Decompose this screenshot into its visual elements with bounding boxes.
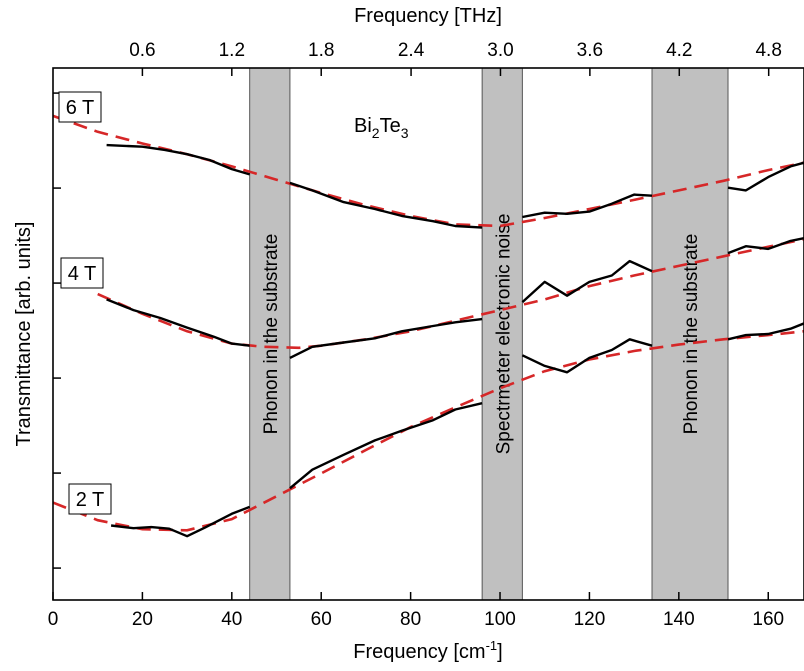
compound-sub-3: 3 (401, 125, 409, 141)
field-label-box-2 (68, 483, 112, 515)
x-tick-label-2: 40 (221, 609, 242, 630)
field-label-box-1 (60, 257, 104, 289)
x-tick-label-3: 60 (311, 609, 332, 630)
field-label-box-0 (58, 91, 102, 123)
data-curve-1-seg-0 (106, 298, 250, 347)
data-curve-0-seg-2 (522, 193, 653, 219)
top-tick-label-0: 0.6 (129, 40, 155, 61)
top-axis-title: Frequency [THz] (354, 5, 502, 27)
band-label-0: Phonon in the substrate (261, 234, 282, 435)
data-curve-0-seg-0 (106, 143, 251, 176)
axis-ticks: 0 20 40 60 80 100 120 140 160 0.6 1.2 1.8 2.4 3.0 3.6 4… (48, 40, 784, 630)
top-tick-label-4: 3.0 (487, 40, 513, 61)
fit-curve-0 (52, 114, 804, 228)
top-tick-label-2: 1.8 (308, 40, 334, 61)
x-axis-title-sup: -1 (486, 638, 498, 653)
shaded-band-1 (481, 67, 523, 601)
x-tick-label-5: 100 (484, 609, 516, 630)
compound-label: Bi2Te3 (354, 115, 409, 141)
x-tick-label-1: 20 (132, 609, 153, 630)
data-curve-2-seg-2 (521, 338, 653, 374)
data-curve-1-seg-1 (289, 317, 483, 359)
x-tick-label-6: 120 (574, 609, 606, 630)
y-axis-title: Transmittance [arb. units] (13, 222, 35, 447)
field-label-0: 6 T (66, 97, 95, 119)
x-axis-title-end: ] (497, 641, 503, 663)
shaded-bands: Phonon in the substrate Spectrmeter elect… (249, 67, 729, 601)
x-tick-label-7: 140 (663, 609, 695, 630)
top-tick-label-7: 4.8 (755, 40, 781, 61)
data-curve-0-seg-1 (289, 181, 483, 229)
data-curve-1-seg-3 (727, 237, 804, 255)
top-tick-label-5: 3.6 (577, 40, 603, 61)
band-label-1: Spectrmeter electronic noise (493, 214, 514, 455)
compound-te: Te (380, 115, 401, 137)
compound-bi: Bi (354, 115, 372, 137)
data-curve-2-seg-1 (289, 402, 483, 490)
plot-frame (52, 67, 804, 601)
x-tick-label-0: 0 (48, 609, 59, 630)
data-curve-1-seg-2 (521, 259, 653, 303)
data-curve-2-seg-0 (110, 505, 251, 538)
band-label-2: Phonon in the substrate (681, 234, 702, 435)
x-axis-title: Frequency [cm-1] (353, 638, 502, 663)
field-label-1: 4 T (68, 263, 97, 285)
shaded-band-0 (249, 67, 291, 601)
data-curve-2-seg-3 (727, 322, 804, 341)
fit-curve-2 (52, 330, 804, 532)
field-label-2: 2 T (76, 489, 105, 511)
compound-sub-2: 2 (372, 125, 380, 141)
data-curves (106, 143, 804, 538)
top-tick-label-1: 1.2 (219, 40, 245, 61)
field-labels: 6 T 4 T 2 T (58, 91, 112, 515)
x-tick-label-8: 160 (752, 609, 784, 630)
data-curve-0-seg-3 (727, 161, 804, 192)
top-tick-label-6: 4.2 (666, 40, 692, 61)
top-tick-label-3: 2.4 (398, 40, 425, 61)
x-tick-label-4: 80 (400, 609, 421, 630)
x-axis-title-main: Frequency [cm (353, 641, 485, 663)
